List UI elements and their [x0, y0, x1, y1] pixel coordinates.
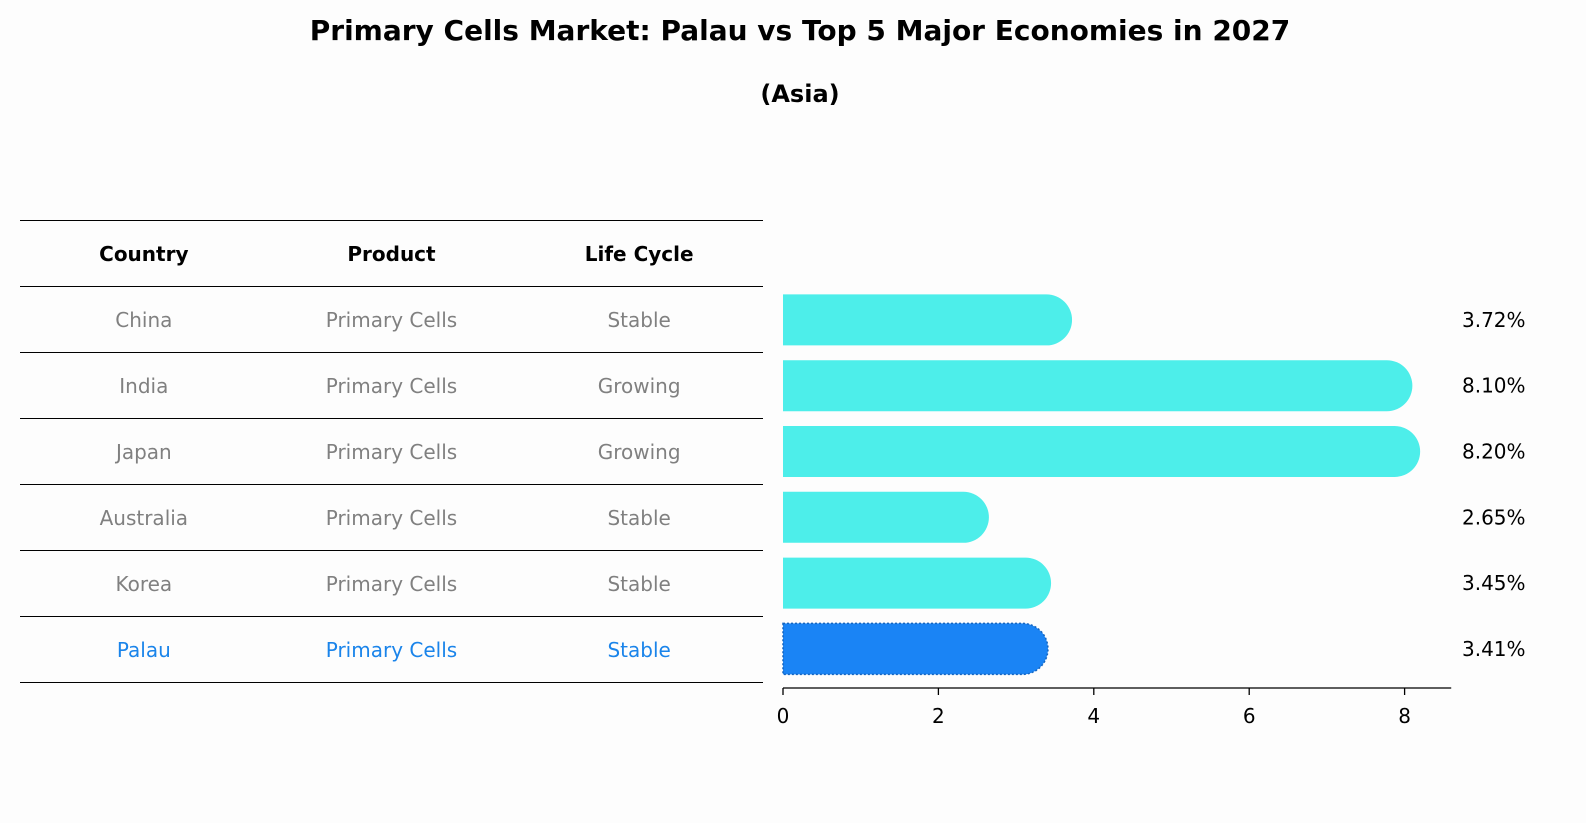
chart-title: Primary Cells Market: Palau vs Top 5 Maj…	[309, 14, 1291, 47]
value-label-palau: 3.41%	[1462, 637, 1526, 661]
cell-product: Primary Cells	[267, 418, 516, 485]
bar-korea	[783, 557, 1052, 609]
cell-country: China	[20, 286, 268, 353]
chart-subtitle: (Asia)	[760, 80, 840, 108]
value-label-india: 8.10%	[1462, 374, 1526, 398]
bar-india	[783, 360, 1413, 412]
table-header-row: Country Product Life Cycle	[20, 220, 763, 287]
cell-country: India	[20, 352, 268, 419]
value-label-china: 3.72%	[1462, 308, 1526, 332]
bar-china	[783, 294, 1073, 346]
table-row: Korea Primary Cells Stable	[20, 550, 763, 617]
cell-life-cycle: Growing	[515, 352, 763, 419]
header-life-cycle: Life Cycle	[515, 220, 763, 287]
cell-life-cycle: Stable	[515, 616, 763, 683]
cell-country: Palau	[20, 616, 268, 683]
bar-australia	[783, 491, 989, 543]
table-row: India Primary Cells Growing	[20, 352, 763, 419]
x-tick-label: 8	[1398, 704, 1411, 728]
cell-life-cycle: Stable	[515, 484, 763, 551]
bar-palau	[782, 622, 1049, 676]
cell-country: Australia	[20, 484, 268, 551]
value-label-korea: 3.45%	[1462, 571, 1526, 595]
header-country: Country	[20, 220, 268, 287]
cell-product: Primary Cells	[267, 352, 516, 419]
cell-product: Primary Cells	[267, 616, 516, 683]
bar-japan	[783, 426, 1421, 477]
cell-product: Primary Cells	[267, 484, 516, 551]
cell-life-cycle: Growing	[515, 418, 763, 485]
cell-life-cycle: Stable	[515, 550, 763, 617]
data-table: Country Product Life Cycle China Primary…	[20, 220, 763, 683]
header-product: Product	[267, 220, 516, 287]
table-row: China Primary Cells Stable	[20, 286, 763, 353]
x-tick-label: 2	[932, 704, 945, 728]
value-label-japan: 8.20%	[1462, 440, 1526, 464]
cell-product: Primary Cells	[267, 286, 516, 353]
cell-country: Japan	[20, 418, 268, 485]
table-row: Japan Primary Cells Growing	[20, 418, 763, 485]
cell-life-cycle: Stable	[515, 286, 763, 353]
x-tick-label: 0	[777, 704, 790, 728]
x-tick-label: 4	[1087, 704, 1100, 728]
cell-country: Korea	[20, 550, 268, 617]
table-row-highlight: Palau Primary Cells Stable	[20, 616, 763, 683]
cell-product: Primary Cells	[267, 550, 516, 617]
value-label-australia: 2.65%	[1462, 505, 1526, 529]
table-row: Australia Primary Cells Stable	[20, 484, 763, 551]
x-tick-label: 6	[1243, 704, 1256, 728]
